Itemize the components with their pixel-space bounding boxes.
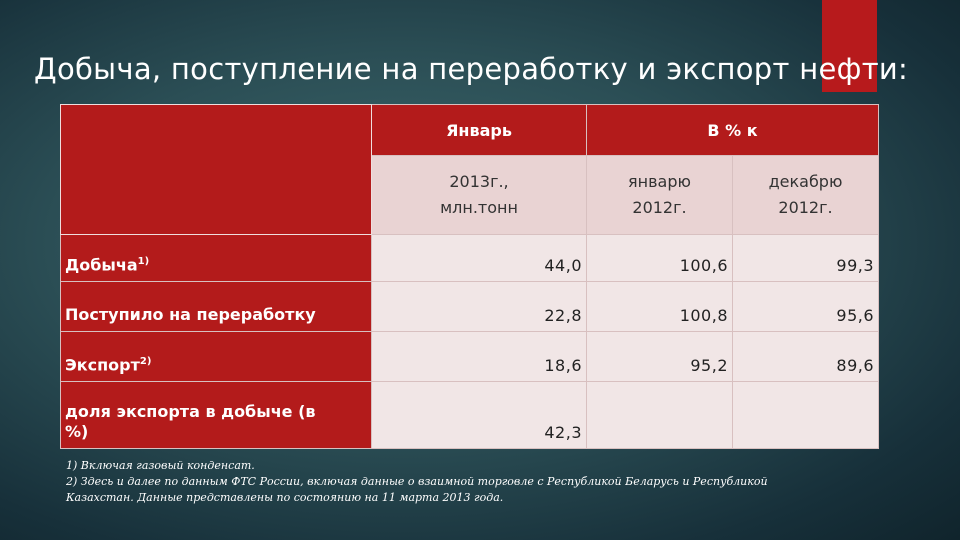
slide-title: Добыча, поступление на переработку и экс… <box>34 52 909 86</box>
row-label-production: Добыча1) <box>60 234 372 282</box>
header-vs-january-line1: январю <box>628 172 691 191</box>
cell-vs-january <box>586 381 733 449</box>
cell-value: 44,0 <box>371 234 587 282</box>
cell-vs-december <box>731 381 880 449</box>
row-label-line2: %) <box>65 422 89 441</box>
footnote-ref: 2) <box>139 355 152 367</box>
accent-bar <box>822 0 877 92</box>
cell-vs-january: 100,8 <box>586 281 733 332</box>
row-label-refining: Поступило на переработку <box>60 281 372 332</box>
table-row: Поступило на переработку 22,8 100,8 95,6 <box>60 281 880 332</box>
cell-value: 18,6 <box>371 331 587 382</box>
row-label-text: Экспорт <box>65 355 140 374</box>
table-corner-cell <box>60 104 372 235</box>
header-vs-december-line1: декабрю <box>768 172 843 191</box>
cell-value: 22,8 <box>371 281 587 332</box>
header-january: Январь <box>371 104 587 156</box>
footnotes: 1) Включая газовый конденсат. 2) Здесь и… <box>66 458 806 506</box>
row-label-text: Добыча <box>65 255 138 274</box>
header-vs-december: декабрю 2012г. <box>731 155 880 235</box>
header-unit-line2: млн.тонн <box>440 198 518 217</box>
header-vs-january: январю 2012г. <box>586 155 733 235</box>
footnote-2-continued: Казахстан. Данные представлены по состоя… <box>66 491 504 504</box>
row-label-text: Поступило на переработку <box>65 305 316 324</box>
cell-vs-december: 99,3 <box>731 234 880 282</box>
cell-vs-january: 100,6 <box>586 234 733 282</box>
footnote-1: 1) Включая газовый конденсат. <box>66 459 255 472</box>
table-row: Добыча1) 44,0 100,6 99,3 <box>60 234 880 282</box>
header-percent-of: В % к <box>585 104 880 156</box>
footnote-2: 2) Здесь и далее по данным ФТС России, в… <box>66 475 768 488</box>
table-row: доля экспорта в добыче (в %) 42,3 <box>60 381 880 449</box>
row-label-line1: доля экспорта в добыче (в <box>65 402 316 421</box>
oil-data-table: Январь В % к 2013г., млн.тонн январю 201… <box>60 104 880 449</box>
cell-vs-december: 95,6 <box>731 281 880 332</box>
header-unit-line1: 2013г., <box>449 172 509 191</box>
footnote-ref: 1) <box>137 255 150 267</box>
row-label-export: Экспорт2) <box>60 331 372 382</box>
header-unit: 2013г., млн.тонн <box>371 155 587 235</box>
table-row: Экспорт2) 18,6 95,2 89,6 <box>60 331 880 382</box>
header-vs-december-line2: 2012г. <box>778 198 833 217</box>
cell-value: 42,3 <box>371 381 587 449</box>
row-label-export-share: доля экспорта в добыче (в %) <box>60 381 372 449</box>
header-vs-january-line2: 2012г. <box>632 198 687 217</box>
cell-vs-december: 89,6 <box>731 331 880 382</box>
cell-vs-january: 95,2 <box>586 331 733 382</box>
